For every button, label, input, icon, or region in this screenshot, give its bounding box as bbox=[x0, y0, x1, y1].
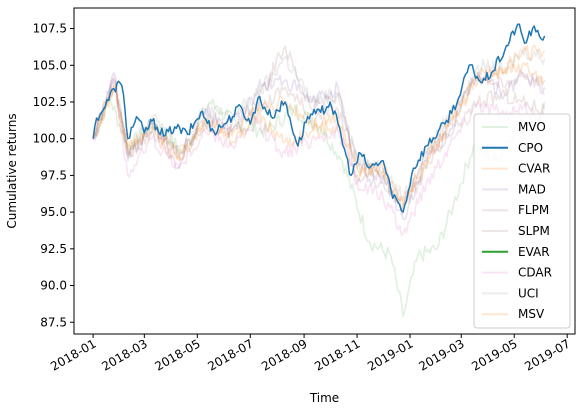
legend-label-slpm: SLPM bbox=[518, 224, 550, 238]
y-tick-label: 105.0 bbox=[33, 58, 67, 72]
y-axis: 87.5 90.0 92.5 95.0 97.5 100.0 102.5 105.0 107.5 bbox=[33, 22, 74, 329]
series-line-slpm bbox=[92, 45, 546, 211]
series-line-cdar bbox=[92, 76, 546, 236]
legend-label-evar: EVAR bbox=[518, 245, 550, 259]
plot-frame bbox=[73, 7, 576, 335]
y-tick-label: 92.5 bbox=[40, 242, 67, 256]
y-tick-label: 100.0 bbox=[33, 132, 67, 146]
legend-label-flpm: FLPM bbox=[518, 203, 549, 217]
y-tick-label: 95.0 bbox=[40, 205, 67, 219]
y-tick-label: 102.5 bbox=[33, 95, 67, 109]
y-tick-label: 87.5 bbox=[40, 315, 67, 329]
legend-label-cpo: CPO bbox=[518, 141, 543, 155]
series-layer bbox=[92, 23, 546, 318]
legend: MVO CPO CVAR MAD FLPM SLPM EVAR CDAR UCI MSV bbox=[473, 113, 571, 329]
legend-label-msv: MSV bbox=[518, 307, 545, 321]
series-line-mad bbox=[93, 69, 546, 221]
x-axis-title: Time bbox=[309, 391, 339, 405]
y-axis-title: Cumulative returns bbox=[5, 113, 19, 228]
series-line-msv bbox=[92, 44, 546, 202]
legend-label-uci: UCI bbox=[518, 286, 539, 300]
series-line-cvar bbox=[92, 61, 546, 206]
legend-label-mvo: MVO bbox=[518, 120, 546, 134]
legend-box bbox=[473, 113, 571, 329]
series-line-cpo bbox=[92, 23, 546, 213]
legend-label-mad: MAD bbox=[518, 182, 546, 196]
y-tick-label: 97.5 bbox=[40, 168, 67, 182]
legend-label-cvar: CVAR bbox=[518, 162, 550, 176]
y-tick-label: 90.0 bbox=[40, 279, 67, 293]
legend-label-cdar: CDAR bbox=[518, 266, 552, 280]
y-tick-label: 107.5 bbox=[33, 22, 67, 36]
series-line-mvo bbox=[92, 96, 546, 318]
